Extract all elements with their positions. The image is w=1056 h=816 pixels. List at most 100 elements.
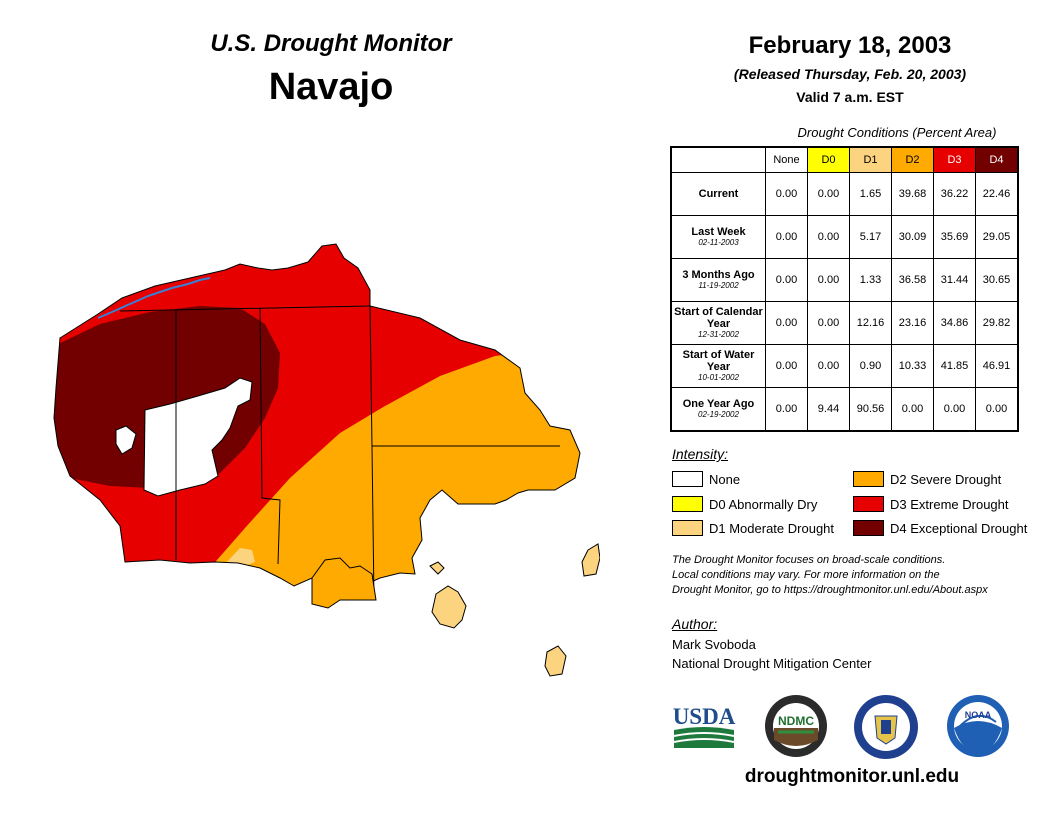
cell: 36.22 [933, 172, 976, 216]
disclaimer-line: Local conditions may vary. For more info… [672, 569, 940, 581]
release-date: (Released Thursday, Feb. 20, 2003) [733, 66, 967, 82]
cell: 35.69 [933, 215, 976, 259]
col-header-d2: D2 [891, 146, 934, 173]
cell: 36.58 [891, 258, 934, 302]
cell: 1.65 [849, 172, 892, 216]
white-pocket-area [116, 426, 136, 454]
cell: 1.33 [849, 258, 892, 302]
col-header-d1: D1 [849, 146, 892, 173]
cell: 90.56 [849, 387, 892, 432]
cell: 29.82 [975, 301, 1019, 345]
legend-title: Intensity: [672, 446, 729, 462]
cell: 0.00 [807, 258, 850, 302]
legend-swatch [672, 471, 703, 487]
cell: 31.44 [933, 258, 976, 302]
cell: 0.00 [765, 215, 808, 259]
cell: 0.00 [765, 301, 808, 345]
legend-item-d2: D2 Severe Drought [853, 471, 1001, 487]
area-title: Navajo [268, 66, 394, 108]
usda-logo: USDA [673, 704, 736, 748]
map-date: February 18, 2003 [748, 32, 952, 59]
legend-item-d0: D0 Abnormally Dry [672, 496, 817, 512]
cell: 0.00 [765, 172, 808, 216]
drought-map [53, 243, 600, 677]
cell: 0.00 [807, 344, 850, 388]
cell: 23.16 [891, 301, 934, 345]
legend-swatch [853, 496, 884, 512]
legend-swatch [672, 496, 703, 512]
legend-label: D3 Extreme Drought [890, 496, 1009, 512]
cell: 46.91 [975, 344, 1019, 388]
cell: 0.00 [891, 387, 934, 432]
cell: 0.00 [765, 387, 808, 432]
legend-item-d1: D1 Moderate Drought [672, 520, 834, 536]
legend-swatch [853, 520, 884, 536]
legend-item-none: None [672, 471, 740, 487]
table-row-last-week: Last Week 02-11-2003 0.00 0.00 5.17 30.09… [670, 215, 1019, 259]
cell: 29.05 [975, 215, 1019, 259]
cell: 41.85 [933, 344, 976, 388]
valid-time: Valid 7 a.m. EST [796, 89, 904, 105]
table-row-one-year-ago: One Year Ago 02-19-2002 0.00 9.44 90.56 0… [670, 387, 1019, 432]
cell: 0.00 [807, 172, 850, 216]
row-label: Start of Water Year 10-01-2002 [670, 344, 766, 388]
cell: 39.68 [891, 172, 934, 216]
cell: 30.09 [891, 215, 934, 259]
cell: 34.86 [933, 301, 976, 345]
author-name: Mark Svoboda [672, 637, 756, 652]
website-url[interactable]: droughtmonitor.unl.edu [744, 766, 960, 787]
d1-parcel-small [429, 561, 445, 575]
cell: 9.44 [807, 387, 850, 432]
map-title: U.S. Drought Monitor [210, 30, 452, 57]
cell: 0.00 [933, 387, 976, 432]
legend-swatch [672, 520, 703, 536]
d1-parcel-alamo [544, 645, 567, 677]
legend-item-d4: D4 Exceptional Drought [853, 520, 1027, 536]
d2-severe-area [210, 348, 580, 596]
row-label: Last Week 02-11-2003 [670, 215, 766, 259]
d2-east-tract [311, 557, 377, 609]
col-header-none: None [765, 146, 808, 173]
author-org: National Drought Mitigation Center [672, 656, 872, 671]
disclaimer-text: The Drought Monitor focuses on broad-sca… [672, 553, 1052, 598]
row-label: 3 Months Ago 11-19-2002 [670, 258, 766, 302]
row-label: Start of Calendar Year 12-31-2002 [670, 301, 766, 345]
cell: 22.46 [975, 172, 1019, 216]
table-row-3-months-ago: 3 Months Ago 11-19-2002 0.00 0.00 1.33 36… [670, 258, 1019, 302]
d1-parcel-ramah [431, 585, 467, 629]
row-label: One Year Ago 02-19-2002 [670, 387, 766, 432]
legend-item-d3: D3 Extreme Drought [853, 496, 1009, 512]
legend-label: D0 Abnormally Dry [709, 496, 818, 512]
cell: 0.00 [807, 215, 850, 259]
legend-label: None [709, 471, 741, 487]
cell: 0.90 [849, 344, 892, 388]
cell: 0.00 [975, 387, 1019, 432]
cell: 30.65 [975, 258, 1019, 302]
commerce-seal-logo [854, 695, 918, 759]
boundary-lines [53, 243, 581, 601]
cell: 0.00 [807, 301, 850, 345]
ndmc-logo-text: NDMC [778, 714, 814, 728]
cell: 0.00 [765, 258, 808, 302]
legend-label: D2 Severe Drought [890, 471, 1002, 487]
col-header-d3: D3 [933, 146, 976, 173]
col-header-d0: D0 [807, 146, 850, 173]
disclaimer-line: The Drought Monitor focuses on broad-sca… [672, 554, 946, 566]
table-corner [671, 147, 766, 173]
ndmc-logo: NDMC [765, 695, 827, 757]
river-line [97, 277, 211, 319]
table-caption: Drought Conditions (Percent Area) [797, 125, 997, 140]
author-title: Author: [672, 616, 718, 632]
table-row-current: Current 0.00 0.00 1.65 39.68 36.22 22.46 [670, 172, 1019, 216]
legend-swatch [853, 471, 884, 487]
cell: 12.16 [849, 301, 892, 345]
usda-logo-text: USDA [673, 704, 736, 729]
table-row-start-water-year: Start of Water Year 10-01-2002 0.00 0.00 … [670, 344, 1019, 388]
table-row-start-calendar-year: Start of Calendar Year 12-31-2002 0.00 0.… [670, 301, 1019, 345]
legend-label: D4 Exceptional Drought [890, 520, 1028, 536]
cell: 5.17 [849, 215, 892, 259]
drought-conditions-table: None D0 D1 D2 D3 D4 Current 0.00 0.00 1.… [670, 146, 1019, 432]
col-header-d4: D4 [975, 146, 1019, 173]
noaa-logo: NOAA [947, 695, 1009, 757]
cell: 0.00 [765, 344, 808, 388]
